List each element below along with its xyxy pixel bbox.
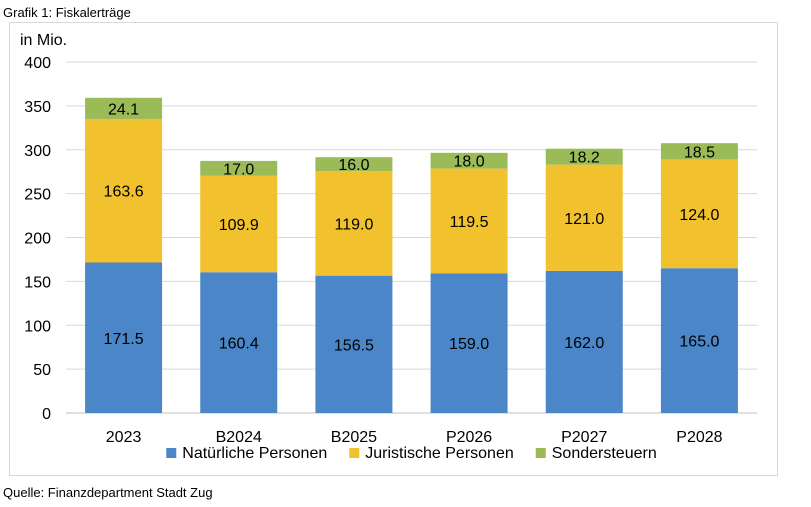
data-label: 162.0 — [564, 335, 604, 352]
data-label: 156.5 — [334, 337, 374, 354]
legend-swatch — [349, 448, 360, 458]
bar-segment — [315, 171, 393, 276]
bar-segment — [430, 152, 508, 169]
gridlines — [66, 61, 757, 414]
x-tick-labels: 2023 B2024 B2025 P2026 P2027 P2028 — [106, 429, 723, 446]
x-tick-label: 2023 — [106, 429, 142, 446]
bar-segment — [660, 143, 738, 160]
bar-segment — [430, 273, 508, 413]
y-tick-label: 200 — [24, 231, 51, 248]
data-label: 18.5 — [684, 144, 715, 161]
data-label: 18.2 — [569, 150, 600, 167]
data-label: 16.0 — [338, 157, 369, 174]
legend-swatch — [166, 448, 177, 458]
legend-swatch — [535, 448, 546, 458]
x-tick-label: P2027 — [561, 429, 607, 446]
bar-segment — [660, 268, 738, 413]
data-label: 119.0 — [334, 216, 373, 233]
chart-frame — [9, 22, 778, 476]
x-tick-label: P2026 — [446, 429, 492, 446]
y-tick-labels: 0 50 100 150 200 250 300 350 400 — [24, 55, 51, 423]
chart-caption: Grafik 1: Fiskalerträge — [3, 5, 131, 20]
x-tick-label: B2025 — [331, 429, 377, 446]
data-label: 109.9 — [219, 217, 259, 234]
legend-label: Sondersteuern — [552, 445, 657, 462]
bar-segment — [200, 272, 278, 413]
y-tick-label: 250 — [24, 187, 51, 204]
bar-segment — [85, 118, 163, 263]
data-label: 163.6 — [104, 184, 144, 201]
bar-segment — [545, 270, 623, 413]
y-tick-label: 400 — [24, 55, 51, 72]
x-tick-label: B2024 — [216, 429, 262, 446]
bar-segment — [85, 97, 163, 119]
data-label: 160.4 — [219, 336, 259, 353]
data-label: 124.0 — [679, 207, 719, 224]
data-label: 24.1 — [108, 101, 139, 118]
bar-segment — [430, 168, 508, 274]
data-label: 119.5 — [450, 214, 489, 231]
data-label: 171.5 — [104, 331, 144, 348]
y-tick-label: 350 — [24, 99, 51, 116]
bar-segment — [315, 275, 393, 413]
y-tick-label: 300 — [24, 143, 51, 160]
legend: Natürliche Personen Juristische Personen S… — [166, 445, 657, 462]
bar-segment — [545, 164, 623, 271]
data-label: 165.0 — [679, 334, 719, 351]
legend-label: Natürliche Personen — [182, 445, 327, 462]
bar-segment — [545, 148, 623, 165]
data-label: 18.0 — [454, 154, 485, 171]
bar-segment — [200, 175, 278, 273]
bar-segment — [315, 157, 393, 172]
y-axis-label: in Mio. — [20, 32, 67, 49]
bar-segment — [660, 159, 738, 269]
bar-segment — [200, 160, 278, 176]
legend-label: Juristische Personen — [365, 445, 514, 462]
y-tick-label: 0 — [42, 406, 51, 423]
data-label: 17.0 — [223, 161, 254, 178]
data-label: 159.0 — [449, 336, 489, 353]
bars: 171.5 163.6 24.1 160.4 109.9 17.0 156.5 119.0 16… — [85, 97, 738, 413]
source-note: Quelle: Finanzdepartment Stadt Zug — [3, 485, 213, 500]
y-tick-label: 100 — [24, 318, 51, 335]
bar-segment — [85, 262, 163, 413]
y-tick-label: 150 — [24, 274, 51, 291]
x-tick-label: P2028 — [676, 429, 722, 446]
y-tick-label: 50 — [33, 362, 51, 379]
data-label: 121.0 — [564, 211, 604, 228]
